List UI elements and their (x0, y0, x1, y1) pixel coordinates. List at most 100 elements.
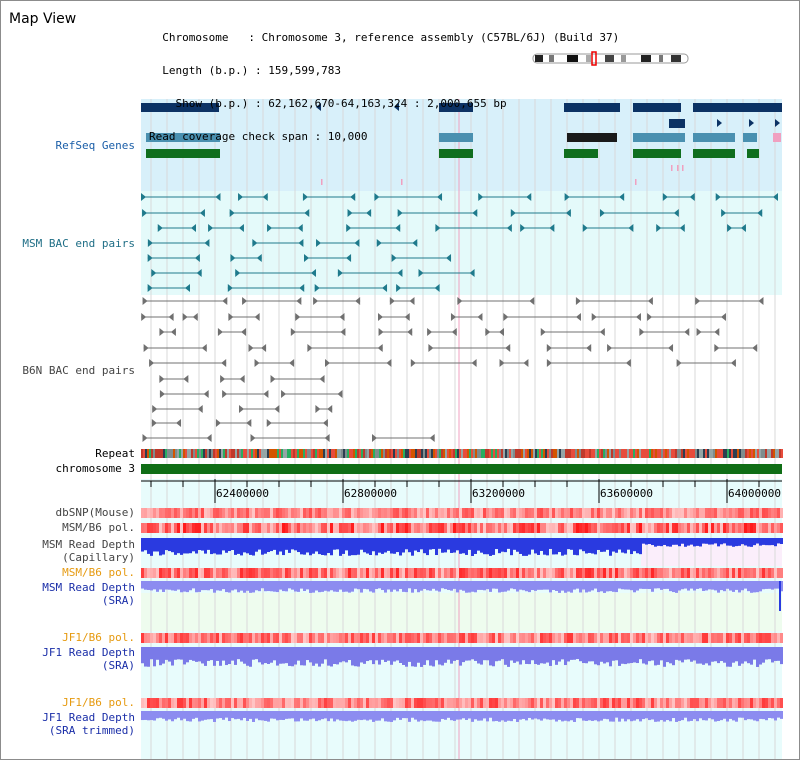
depth-bar (360, 711, 363, 721)
depth-bar (258, 538, 261, 550)
heat-cell (522, 633, 525, 643)
jf1-pol-track-label[interactable]: JF1/B6 pol. (62, 631, 135, 644)
depth-bar (186, 711, 189, 722)
heat-cell (330, 633, 333, 643)
msm-pol-track-label[interactable]: MSM/B6 pol. (62, 521, 135, 534)
depth-bar (183, 538, 186, 554)
heat-cell (183, 633, 186, 643)
depth-bar (465, 538, 468, 555)
depth-bar (186, 647, 189, 663)
heat-cell (198, 633, 201, 643)
heat-cell (213, 698, 216, 708)
heat-cell (564, 523, 567, 533)
depth-bar (561, 538, 564, 556)
heat-cell (555, 698, 558, 708)
depth-bar (345, 538, 348, 551)
heat-cell (453, 633, 456, 643)
repeat-segment (585, 449, 587, 458)
depth-bar (744, 581, 747, 589)
heat-cell (393, 568, 396, 578)
dbsnp-track-label[interactable]: dbSNP(Mouse) (55, 506, 135, 519)
heat-cell (246, 508, 249, 518)
depth-bar (621, 647, 624, 664)
heat-cell (450, 698, 453, 708)
depth-bar (423, 647, 426, 665)
heat-cell (777, 523, 780, 533)
bac-end-right (274, 405, 280, 413)
heat-cell (516, 633, 519, 643)
msm-read-depth-capillary-label[interactable]: MSM Read Depth (Capillary) (1, 538, 135, 564)
heat-cell (696, 698, 699, 708)
depth-bar (441, 647, 444, 666)
heat-cell (204, 698, 207, 708)
depth-bar (570, 711, 573, 721)
heat-cell (402, 568, 405, 578)
msm-read-depth-sra-label[interactable]: MSM Read Depth (SRA) (1, 581, 135, 607)
heat-cell (726, 698, 729, 708)
heat-cell (426, 568, 429, 578)
heat-cell (267, 698, 270, 708)
heat-cell (771, 568, 774, 578)
repeat-segment (563, 449, 565, 458)
heat-cell (381, 523, 384, 533)
depth-bar (663, 581, 666, 589)
depth-bar (213, 647, 216, 666)
heat-cell (663, 633, 666, 643)
heat-cell (429, 633, 432, 643)
heat-cell (771, 633, 774, 643)
repeat-segment (769, 449, 771, 458)
heat-cell (618, 633, 621, 643)
depth-bar (669, 711, 672, 722)
bac-end-left (141, 313, 147, 321)
depth-bar (543, 538, 546, 555)
repeat-segment (279, 449, 281, 458)
repeat-segment (375, 449, 377, 458)
heat-cell (294, 568, 297, 578)
depth-bar (276, 647, 279, 666)
depth-bar (675, 711, 678, 722)
gene-exon-block (633, 103, 681, 112)
heat-cell (681, 568, 684, 578)
bac-end-left (315, 405, 321, 413)
depth-bar (492, 711, 495, 722)
bac-end-right (350, 193, 356, 201)
depth-bar (354, 711, 357, 721)
repeat-track-label: Repeat (95, 447, 135, 460)
depth-bar (471, 538, 474, 556)
refseq-track-label[interactable]: RefSeq Genes (55, 139, 135, 152)
depth-bar (303, 711, 306, 721)
heat-cell (564, 508, 567, 518)
jf1-read-depth-sra-label[interactable]: JF1 Read Depth (SRA) (1, 646, 135, 672)
msm-bac-track-label[interactable]: MSM BAC end pairs (22, 237, 135, 250)
msm-pol-2-track-label[interactable]: MSM/B6 pol. (62, 566, 135, 579)
depth-bar (777, 647, 780, 661)
b6n-bac-track-label[interactable]: B6N BAC end pairs (22, 364, 135, 377)
repeat-segment (649, 449, 651, 458)
depth-bar (459, 581, 462, 590)
heat-cell (585, 568, 588, 578)
jf1-pol-2-track-label[interactable]: JF1/B6 pol. (62, 696, 135, 709)
heat-cell (492, 633, 495, 643)
repeat-segment (291, 449, 293, 458)
depth-bar (357, 581, 360, 590)
heat-cell (732, 698, 735, 708)
depth-bar (291, 581, 294, 590)
depth-bar (774, 538, 777, 547)
depth-bar (750, 647, 753, 665)
heat-cell (516, 508, 519, 518)
bac-end-left (142, 209, 148, 217)
heat-cell (357, 523, 360, 533)
depth-bar (171, 538, 174, 553)
heat-cell (411, 523, 414, 533)
heat-cell (351, 568, 354, 578)
repeat-segment (617, 449, 619, 458)
heat-cell (456, 568, 459, 578)
heat-cell (300, 698, 303, 708)
depth-bar (732, 647, 735, 663)
heat-cell (606, 523, 609, 533)
depth-bar (384, 711, 387, 722)
bac-end-left (242, 297, 248, 305)
repeat-segment (317, 449, 319, 458)
jf1-read-depth-trimmed-label[interactable]: JF1 Read Depth (SRA trimmed) (1, 711, 135, 737)
